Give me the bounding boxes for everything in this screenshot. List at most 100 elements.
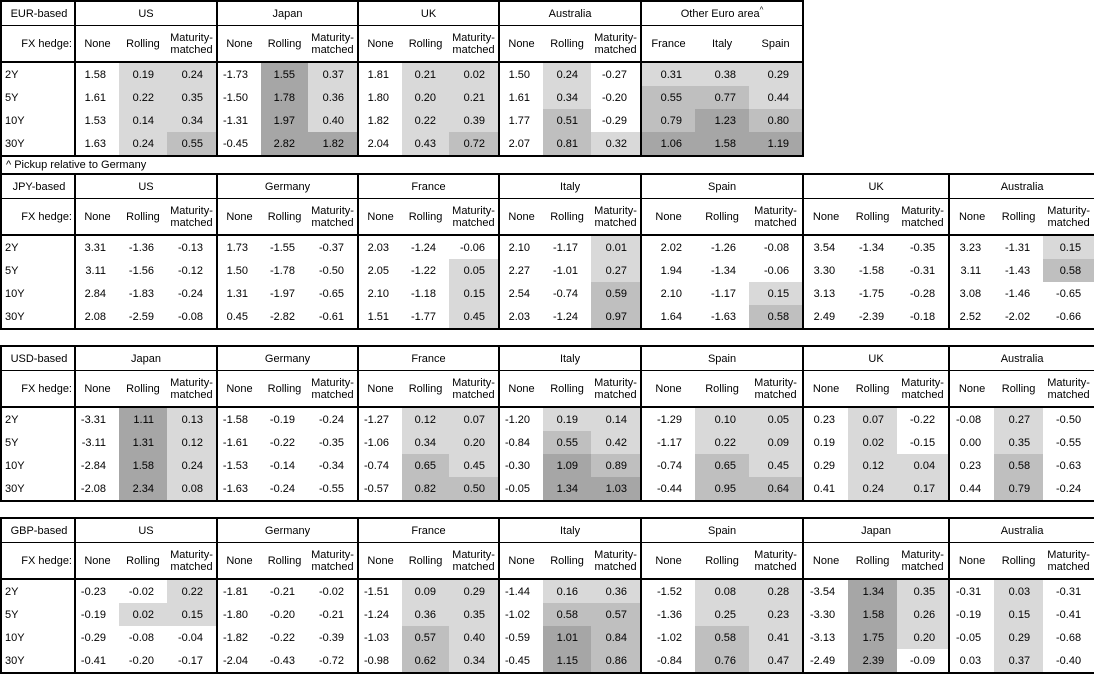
pickup-value-cell: 0.82 bbox=[402, 477, 450, 501]
country-group-header: Australia bbox=[498, 1, 642, 26]
pickup-value-cell: -0.15 bbox=[910, 436, 936, 449]
fx-hedge-col-header: Rolling bbox=[543, 542, 592, 580]
pickup-value-cell: -1.51 bbox=[357, 579, 403, 603]
pickup-value-cell: -0.45 bbox=[216, 132, 262, 156]
fx-hedge-col-header: Maturity-matched bbox=[897, 370, 950, 408]
fx-hedge-col-header: Maturity-matched bbox=[749, 370, 804, 408]
pickup-value-cell: -0.65 bbox=[1056, 287, 1082, 300]
fx-hedge-col-header: Maturity-matched bbox=[308, 25, 359, 63]
pickup-value-cell: 0.58 bbox=[543, 603, 592, 626]
pickup-value-cell: -1.61 bbox=[216, 431, 261, 454]
fx-hedge-col-header: None bbox=[216, 25, 262, 63]
fx-hedge-col-header: Rolling bbox=[119, 542, 167, 580]
fx-hedge-col-header: Maturity-matched bbox=[897, 542, 950, 580]
fx-hedge-col-header: None bbox=[948, 542, 995, 580]
country-group-header: Italy bbox=[498, 518, 642, 543]
pickup-value-cell: -1.20 bbox=[498, 407, 544, 431]
pickup-value-cell: -0.40 bbox=[1056, 654, 1082, 667]
pickup-value-cell: 0.65 bbox=[695, 454, 750, 477]
pickup-value-cell: 0.04 bbox=[897, 454, 950, 477]
pickup-value-cell: 1.53 bbox=[74, 109, 119, 132]
pickup-value-cell: 1.11 bbox=[119, 407, 167, 431]
fx-hedge-col-header: Rolling bbox=[261, 370, 308, 408]
pickup-value-cell: -0.08 bbox=[764, 241, 790, 254]
pickup-value-cell: 0.34 bbox=[543, 86, 592, 109]
pickup-value-cell: -0.27 bbox=[601, 68, 628, 81]
pickup-value-cell: -0.06 bbox=[459, 241, 486, 254]
pickup-value-cell: 0.24 bbox=[848, 477, 898, 501]
pickup-value-cell: -3.54 bbox=[802, 579, 849, 603]
fx-hedge-col-header: Maturity-matched bbox=[1043, 370, 1094, 408]
pickup-value-cell: -0.12 bbox=[177, 264, 204, 277]
pickup-value-cell: 0.44 bbox=[749, 86, 804, 109]
pickup-value-cell: -1.31 bbox=[216, 109, 262, 132]
tenor-row-label: 5Y bbox=[5, 264, 19, 277]
country-group-header: US bbox=[73, 174, 218, 199]
pickup-value-cell: 2.39 bbox=[848, 649, 898, 673]
pickup-value-cell: 1.58 bbox=[848, 603, 898, 626]
pickup-value-cell: 0.77 bbox=[695, 86, 750, 109]
fx-hedge-col-header: Maturity-matched bbox=[449, 370, 500, 408]
tenor-row-label: 10Y bbox=[5, 631, 25, 644]
country-group-header: Japan bbox=[74, 346, 217, 371]
pickup-value-cell: 2.54 bbox=[498, 282, 544, 305]
pickup-value-cell: -1.80 bbox=[216, 603, 262, 626]
pickup-value-cell: -1.52 bbox=[640, 579, 696, 603]
fx-hedge-col-header: Rolling bbox=[402, 370, 450, 408]
fx-hedge-col-header: Rolling bbox=[261, 542, 309, 580]
pickup-value-cell: -2.08 bbox=[74, 477, 119, 501]
fx-hedge-col-header: Rolling bbox=[119, 370, 167, 408]
pickup-value-cell: -0.21 bbox=[318, 608, 345, 621]
pickup-value-cell: -0.41 bbox=[74, 649, 119, 673]
pickup-value-cell: -1.29 bbox=[640, 407, 696, 431]
pickup-value-cell: -0.35 bbox=[910, 241, 936, 254]
pickup-value-cell: 0.20 bbox=[449, 431, 500, 454]
pickup-value-cell: 3.08 bbox=[948, 282, 995, 305]
pickup-value-cell: 3.11 bbox=[948, 259, 995, 282]
country-group-header: Spain bbox=[640, 518, 804, 543]
pickup-value-cell: 2.10 bbox=[357, 282, 403, 305]
pickup-value-cell: -2.84 bbox=[74, 454, 119, 477]
fx-hedge-col-header: None bbox=[216, 198, 262, 236]
pickup-value-cell: 0.19 bbox=[802, 431, 849, 454]
pickup-value-cell: 3.30 bbox=[802, 259, 849, 282]
pickup-value-cell: -0.18 bbox=[910, 310, 936, 323]
pickup-value-cell: -0.22 bbox=[910, 413, 936, 426]
pickup-value-cell: -0.74 bbox=[357, 454, 403, 477]
country-group-header: Germany bbox=[216, 518, 359, 543]
pickup-value-cell: 0.51 bbox=[543, 109, 592, 132]
pickup-value-cell: 0.42 bbox=[591, 431, 642, 454]
pickup-value-cell: 0.79 bbox=[640, 109, 696, 132]
base-currency-label: GBP-based bbox=[1, 518, 75, 543]
tenor-row-label: 2Y bbox=[5, 68, 19, 81]
country-group-header: France bbox=[357, 174, 500, 199]
fx-hedge-col-header: Maturity-matched bbox=[449, 198, 500, 236]
fx-hedge-col-header: None bbox=[74, 370, 119, 408]
tenor-row-label: 10Y bbox=[5, 459, 25, 472]
pickup-value-cell: 0.02 bbox=[449, 62, 500, 86]
pickup-value-cell: -0.19 bbox=[948, 603, 995, 626]
pickup-value-cell: 1.82 bbox=[308, 132, 359, 156]
fx-hedge-col-header: Rolling bbox=[261, 25, 309, 63]
fx-hedge-col-header: Maturity-matched bbox=[449, 542, 500, 580]
usd-based-band: USD-based Japan Germany France Italy Spain UK A… bbox=[0, 345, 1094, 502]
pickup-value-cell: 0.76 bbox=[695, 649, 750, 673]
pickup-value-cell: 0.14 bbox=[591, 407, 642, 431]
pickup-value-cell: 0.22 bbox=[119, 86, 167, 109]
pickup-value-cell: -0.74 bbox=[552, 287, 579, 300]
pickup-value-cell: -2.39 bbox=[859, 310, 885, 323]
pickup-value-cell: -0.21 bbox=[269, 585, 296, 598]
pickup-value-cell: 0.12 bbox=[848, 454, 898, 477]
tenor-row-label: 5Y bbox=[5, 608, 19, 621]
country-group-header: Other Euro area^ bbox=[640, 1, 804, 26]
pickup-value-cell: 2.07 bbox=[498, 132, 544, 156]
fx-hedge-col-header: Rolling bbox=[848, 370, 898, 408]
fx-hedge-col-header: Rolling bbox=[543, 25, 592, 63]
fx-hedge-col-header: Rolling bbox=[543, 370, 592, 408]
pickup-value-cell: 0.27 bbox=[994, 407, 1044, 431]
pickup-value-cell: 0.15 bbox=[994, 603, 1044, 626]
pickup-value-cell: 1.50 bbox=[216, 259, 262, 282]
pickup-value-cell: -0.74 bbox=[640, 454, 696, 477]
pickup-value-cell: -1.26 bbox=[710, 241, 737, 254]
